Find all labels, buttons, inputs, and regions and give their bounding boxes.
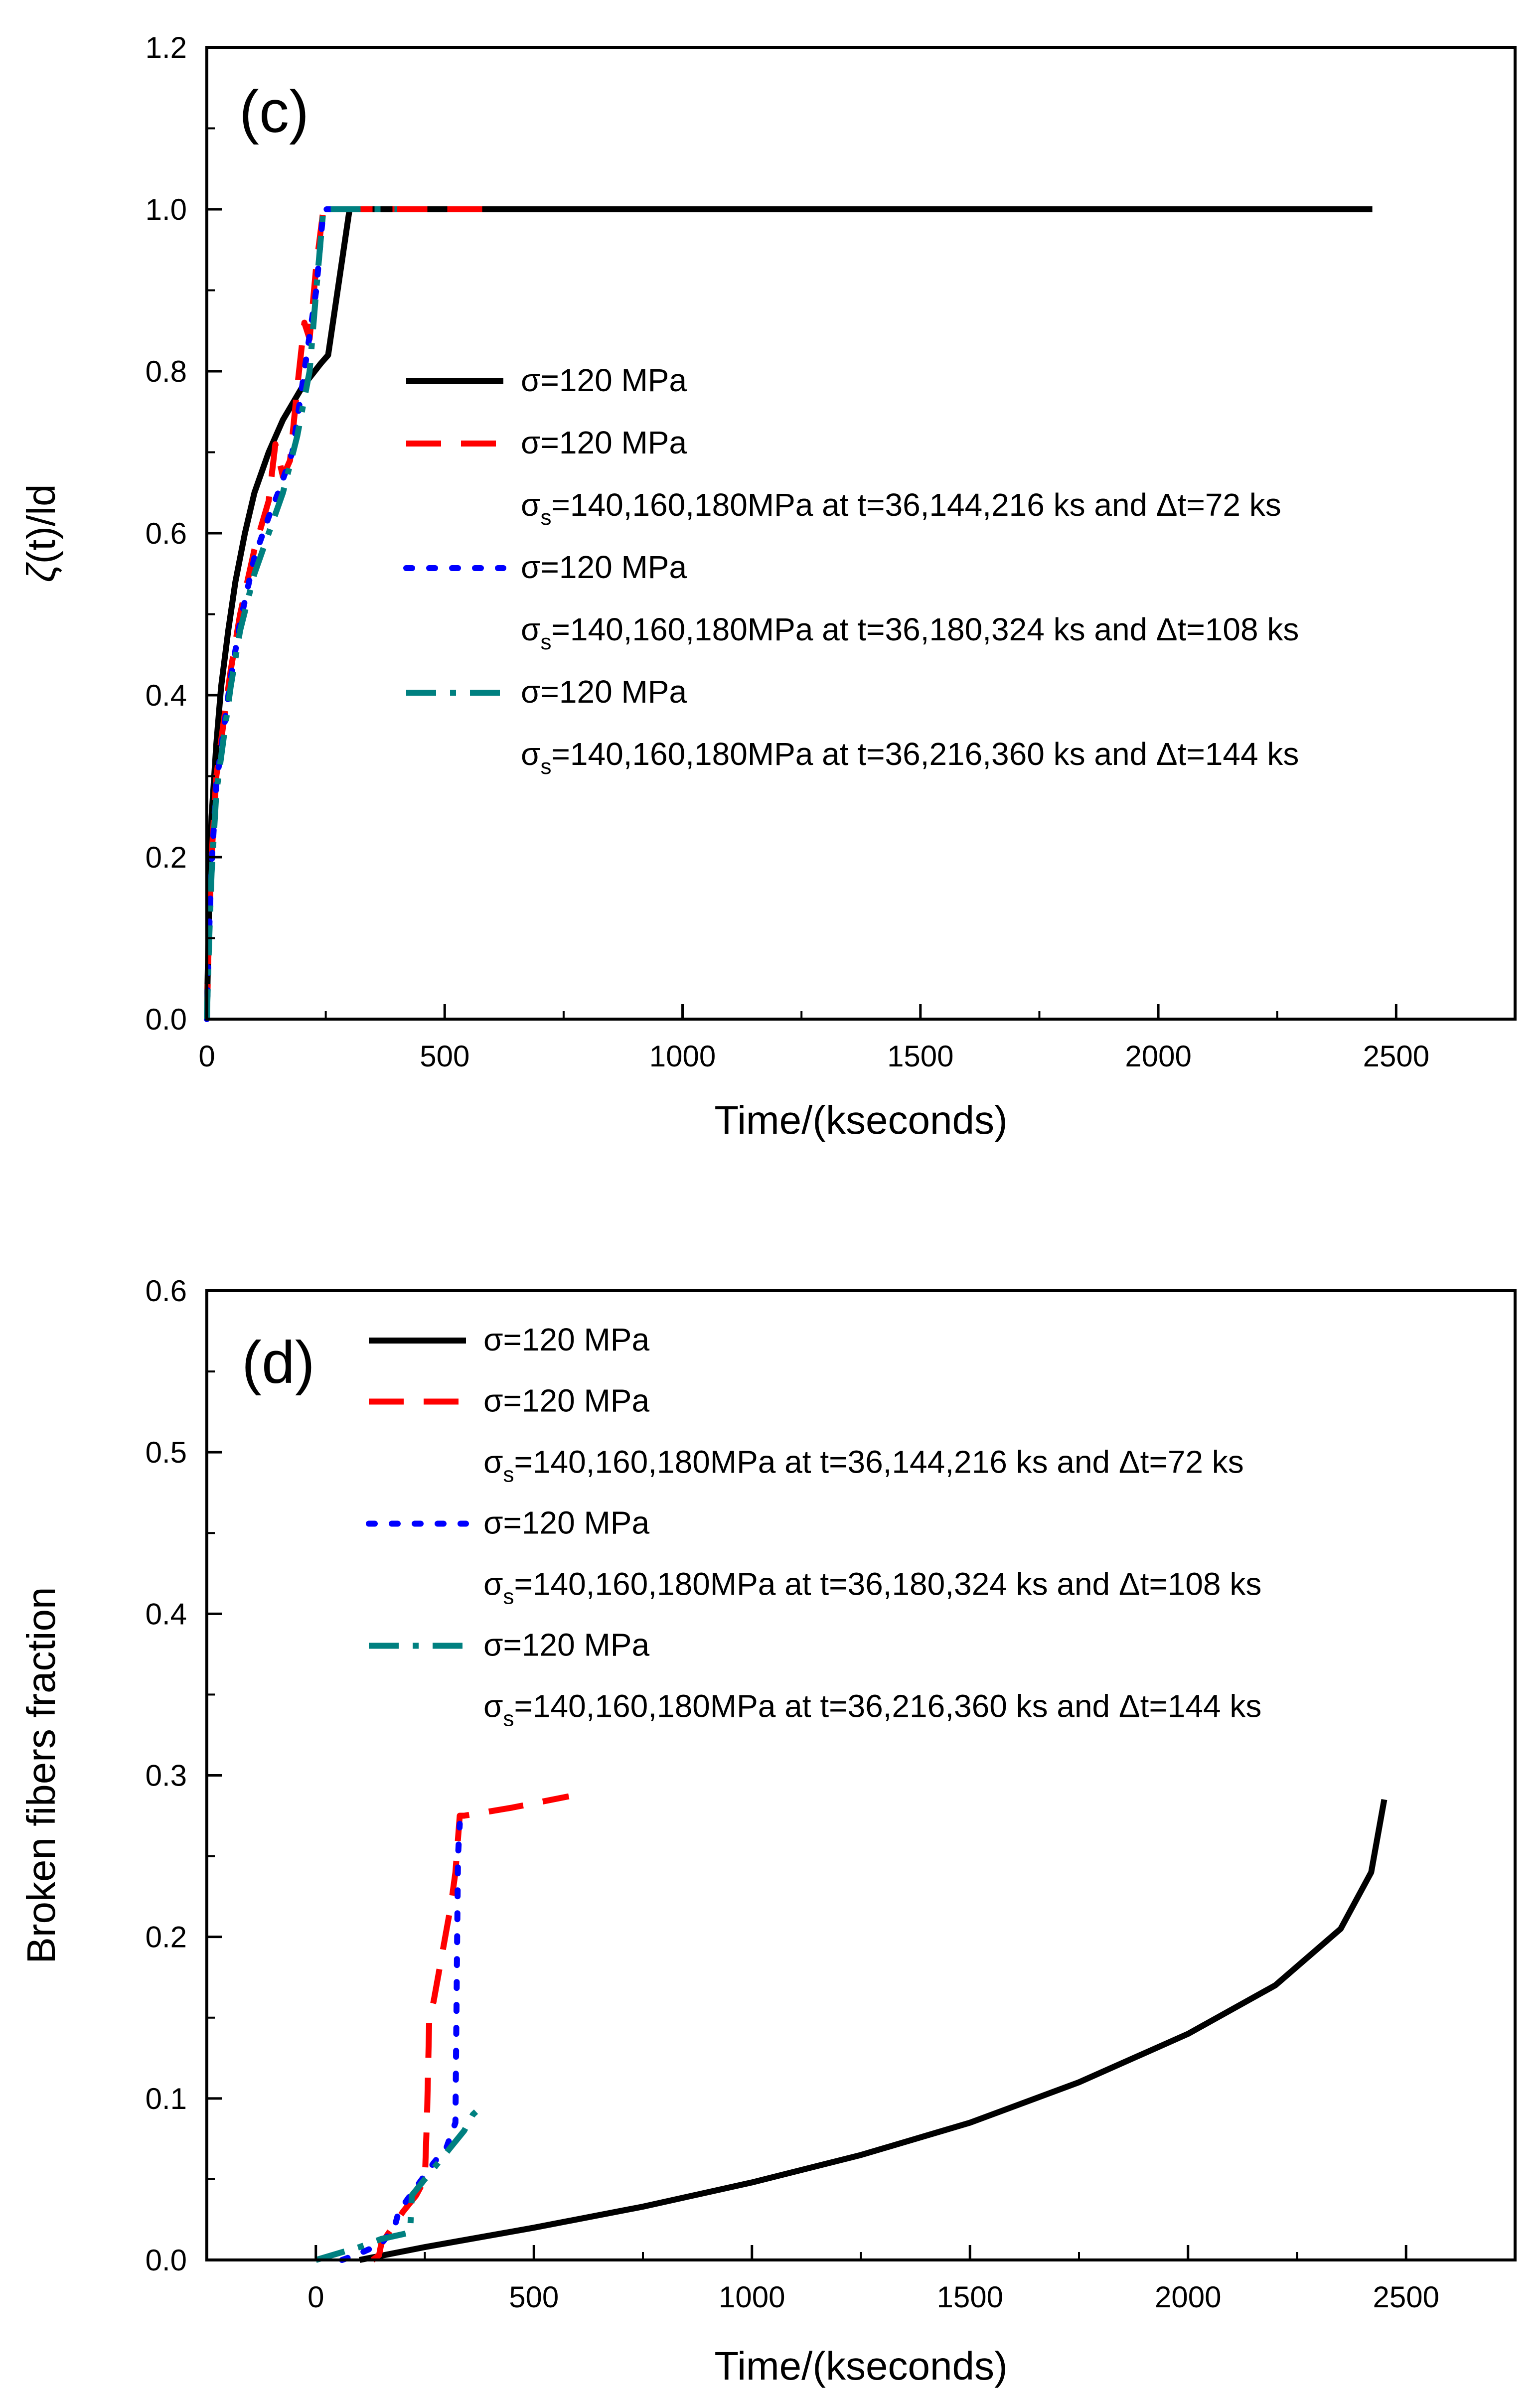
legend-entry-label: σ=120 MPa bbox=[483, 1505, 649, 1541]
legend-entry-condition: σs=140,160,180MPa at t=36,180,324 ks and… bbox=[483, 1566, 1261, 1609]
series-line-dashdot bbox=[204, 206, 397, 1020]
y-tick-label: 0.4 bbox=[146, 679, 187, 712]
x-tick-label: 1500 bbox=[937, 2280, 1003, 2314]
legend-entry-label: σ=120 MPa bbox=[483, 1383, 649, 1419]
x-tick-label: 2500 bbox=[1363, 1040, 1429, 1073]
panel-d-series bbox=[315, 1793, 1387, 2263]
legend-subscript: s bbox=[503, 1707, 514, 1731]
panel-d-y-axis-title: Broken fibers fraction bbox=[19, 1587, 63, 1964]
y-tick-label: 0.2 bbox=[146, 841, 187, 874]
y-tick-label: 1.2 bbox=[146, 31, 187, 64]
legend-entry-condition: σs=140,160,180MPa at t=36,216,360 ks and… bbox=[521, 736, 1299, 779]
panel-c-y-axis-symbol: ζ bbox=[19, 562, 63, 583]
legend-condition-text: =140,160,180MPa at t=36,216,360 ks and Δ… bbox=[514, 1688, 1262, 1724]
panel-c: 0 500 1000 1500 2000 2500 0.0 0.2 0.4 0.6 0.8 1.0 1.… bbox=[19, 31, 1517, 1142]
x-tick-label: 2000 bbox=[1125, 1040, 1191, 1073]
legend-sigma: σ bbox=[483, 1566, 503, 1602]
panel-c-y-axis-rest: (t)/ld bbox=[19, 484, 63, 564]
legend-entry-label: σ=120 MPa bbox=[521, 362, 687, 398]
series-line-dotted bbox=[339, 1820, 463, 2263]
panel-c-x-axis-title: Time/(kseconds) bbox=[714, 1098, 1007, 1142]
legend-entry-condition: σs=140,160,180MPa at t=36,144,216 ks and… bbox=[483, 1444, 1244, 1487]
series-line-solid bbox=[359, 1799, 1387, 2263]
panel-d-x-axis-title: Time/(kseconds) bbox=[714, 2344, 1007, 2388]
y-tick-label: 0.4 bbox=[146, 1597, 187, 1631]
panel-c-ticks: 0 500 1000 1500 2000 2500 0.0 0.2 0.4 0.6 0.8 1.0 1.… bbox=[146, 31, 1430, 1073]
legend-condition-text: =140,160,180MPa at t=36,144,216 ks and Δ… bbox=[514, 1444, 1244, 1480]
y-tick-label: 0.1 bbox=[146, 2082, 187, 2115]
legend-entry-condition: σs=140,160,180MPa at t=36,144,216 ks and… bbox=[521, 487, 1281, 530]
legend-entry-condition: σs=140,160,180MPa at t=36,216,360 ks and… bbox=[483, 1688, 1261, 1731]
legend-entry-label: σ=120 MPa bbox=[521, 674, 687, 710]
x-tick-label: 500 bbox=[420, 1040, 469, 1073]
legend-entry-condition: σs=140,160,180MPa at t=36,180,324 ks and… bbox=[521, 611, 1299, 654]
legend-sigma: σ bbox=[483, 1688, 503, 1724]
x-tick-label: 1500 bbox=[887, 1040, 953, 1073]
panel-d-ticks: 0 500 1000 1500 2000 2500 0.0 0.1 0.2 0.3 0.4 0.5 0.… bbox=[146, 1274, 1439, 2314]
x-tick-label: 2500 bbox=[1373, 2280, 1439, 2314]
legend-subscript: s bbox=[541, 630, 552, 654]
legend-sigma: σ bbox=[483, 1444, 503, 1480]
panel-c-label: (c) bbox=[239, 78, 309, 145]
legend-condition-text: =140,160,180MPa at t=36,180,324 ks and Δ… bbox=[514, 1566, 1262, 1602]
y-tick-label: 1.0 bbox=[146, 193, 187, 226]
panel-c-series bbox=[204, 206, 1373, 1022]
panel-d: 0 500 1000 1500 2000 2500 0.0 0.1 0.2 0.3 0.4 0.5 0.… bbox=[19, 1274, 1517, 2388]
y-tick-label: 0.6 bbox=[146, 517, 187, 550]
x-tick-label: 1000 bbox=[649, 1040, 716, 1073]
legend-condition-text: =140,160,180MPa at t=36,180,324 ks and Δ… bbox=[552, 611, 1299, 647]
x-tick-label: 500 bbox=[509, 2280, 559, 2314]
legend-condition-text: =140,160,180MPa at t=36,216,360 ks and Δ… bbox=[552, 736, 1299, 772]
legend-subscript: s bbox=[541, 505, 552, 530]
x-tick-label: 0 bbox=[308, 2280, 324, 2314]
legend-subscript: s bbox=[503, 1585, 514, 1609]
legend-subscript: s bbox=[503, 1463, 514, 1487]
y-tick-label: 0.0 bbox=[146, 1003, 187, 1036]
legend-entry-label: σ=120 MPa bbox=[483, 1322, 649, 1357]
x-tick-label: 1000 bbox=[719, 2280, 785, 2314]
series-line-dashed bbox=[204, 206, 483, 1020]
legend-condition-text: =140,160,180MPa at t=36,144,216 ks and Δ… bbox=[552, 487, 1281, 523]
y-tick-label: 0.0 bbox=[146, 2244, 187, 2277]
y-tick-label: 0.8 bbox=[146, 355, 187, 388]
series-line-dashdot bbox=[315, 2104, 484, 2263]
y-tick-label: 0.5 bbox=[146, 1436, 187, 1469]
y-tick-label: 0.3 bbox=[146, 1759, 187, 1793]
legend-sigma: σ bbox=[521, 611, 541, 647]
legend-entry-label: σ=120 MPa bbox=[521, 549, 687, 585]
legend-entry-label: σ=120 MPa bbox=[521, 425, 687, 460]
panel-d-plot-frame bbox=[205, 1289, 1517, 2261]
y-tick-label: 0.2 bbox=[146, 1921, 187, 1954]
panel-c-plot-frame bbox=[205, 46, 1517, 1021]
legend-entry-label: σ=120 MPa bbox=[483, 1627, 649, 1663]
panel-c-y-axis-title: ζ(t)/ld bbox=[19, 484, 63, 582]
x-tick-label: 2000 bbox=[1155, 2280, 1221, 2314]
legend-sigma: σ bbox=[521, 487, 541, 523]
y-tick-label: 0.6 bbox=[146, 1274, 187, 1308]
legend-subscript: s bbox=[541, 754, 552, 779]
legend-sigma: σ bbox=[521, 736, 541, 772]
x-tick-label: 0 bbox=[198, 1040, 215, 1073]
series-line-dashed bbox=[370, 1793, 570, 2262]
panel-d-label: (d) bbox=[242, 1329, 315, 1396]
